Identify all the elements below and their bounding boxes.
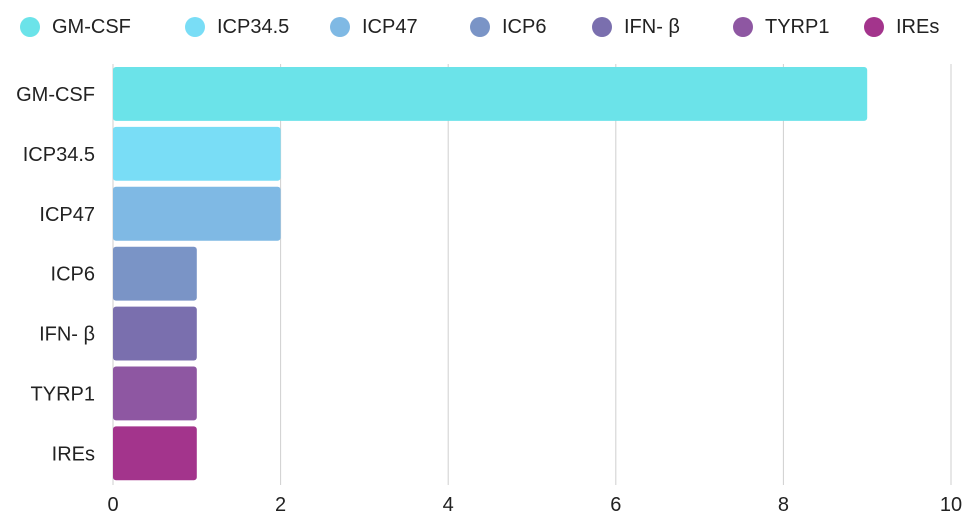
y-tick-label: GM-CSF — [16, 84, 95, 106]
y-tick-label: ICP34.5 — [23, 144, 95, 166]
bar-1 — [113, 67, 868, 121]
bar-3 — [113, 186, 281, 241]
x-tick-label: 8 — [778, 494, 789, 516]
x-tick-label: 0 — [107, 494, 118, 516]
legend-swatch — [20, 17, 40, 37]
y-tick-label: TYRP1 — [31, 383, 95, 405]
legend-label: ICP6 — [502, 15, 547, 38]
legend-swatch — [470, 17, 490, 37]
legend-swatch — [592, 17, 612, 37]
legend-item: ICP34.5 — [185, 12, 289, 42]
legend-swatch — [864, 17, 884, 37]
bar-2 — [113, 126, 281, 181]
legend-label: GM-CSF — [52, 15, 131, 38]
legend-label: ICP34.5 — [217, 15, 290, 38]
legend-label: TYRP1 — [765, 15, 830, 38]
x-tick-label: 6 — [610, 494, 621, 516]
legend-item: ICP47 — [330, 12, 418, 42]
legend-item: IREs — [864, 12, 939, 42]
y-tick-label: IREs — [52, 443, 95, 465]
bar-5 — [113, 306, 197, 361]
legend-item: GM-CSF — [20, 12, 131, 42]
legend-label: IREs — [896, 15, 940, 38]
legend-swatch — [733, 17, 753, 37]
y-tick-label: ICP6 — [51, 264, 95, 286]
y-tick-label: ICP47 — [39, 204, 95, 226]
bar-4 — [113, 246, 197, 301]
bar-7 — [113, 426, 197, 481]
x-tick-label: 2 — [275, 494, 286, 516]
chart-legend: GM-CSF ICP34.5 ICP47 ICP6 IFN- β TYRP1 IREs — [0, 0, 968, 56]
legend-item: ICP6 — [470, 12, 546, 42]
legend-item: TYRP1 — [733, 12, 829, 42]
legend-label: ICP47 — [362, 15, 418, 38]
x-tick-label: 4 — [443, 494, 454, 516]
bar-6 — [113, 366, 197, 421]
x-tick-label: 10 — [940, 494, 962, 516]
legend-swatch — [330, 17, 350, 37]
y-tick-label: IFN- β — [39, 324, 95, 346]
legend-label: IFN- β — [624, 15, 680, 38]
legend-swatch — [185, 17, 205, 37]
legend-item: IFN- β — [592, 12, 680, 42]
